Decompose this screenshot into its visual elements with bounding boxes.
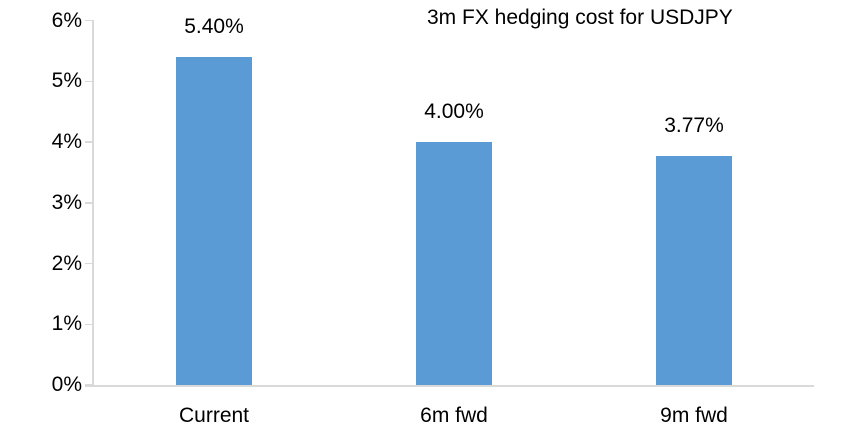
y-axis-tick-label: 2% <box>51 251 82 275</box>
y-axis-tick-label: 5% <box>51 69 82 93</box>
y-axis-tick-label: 4% <box>51 130 82 153</box>
y-axis-tick <box>85 19 93 22</box>
y-axis-tick-label: 1% <box>51 312 82 336</box>
y-axis-tick <box>85 80 93 82</box>
x-axis-line <box>85 385 814 388</box>
y-axis-tick-label: 6% <box>51 8 82 32</box>
y-axis-tick <box>85 141 93 143</box>
y-axis-tick-label: 3% <box>51 190 82 214</box>
x-axis-category-label: Current <box>178 404 250 427</box>
bar-9m-fwd <box>656 155 732 385</box>
x-axis-category-label: 6m fwd <box>420 404 488 427</box>
bar-current <box>176 56 252 385</box>
bar-data-label: 3.77% <box>664 113 724 137</box>
y-axis-tick-label: 0% <box>51 373 82 396</box>
y-axis-tick <box>85 384 93 386</box>
bar-6m-fwd <box>416 142 492 385</box>
x-axis-category-label: 9m fwd <box>660 404 728 427</box>
bar-data-label: 5.40% <box>184 14 244 38</box>
y-axis-tick <box>85 323 93 325</box>
y-axis-tick <box>85 202 93 204</box>
y-axis-tick <box>85 262 93 265</box>
bar-data-label: 4.00% <box>424 100 484 123</box>
chart-title: 3m FX hedging cost for USDJPY <box>427 6 733 29</box>
